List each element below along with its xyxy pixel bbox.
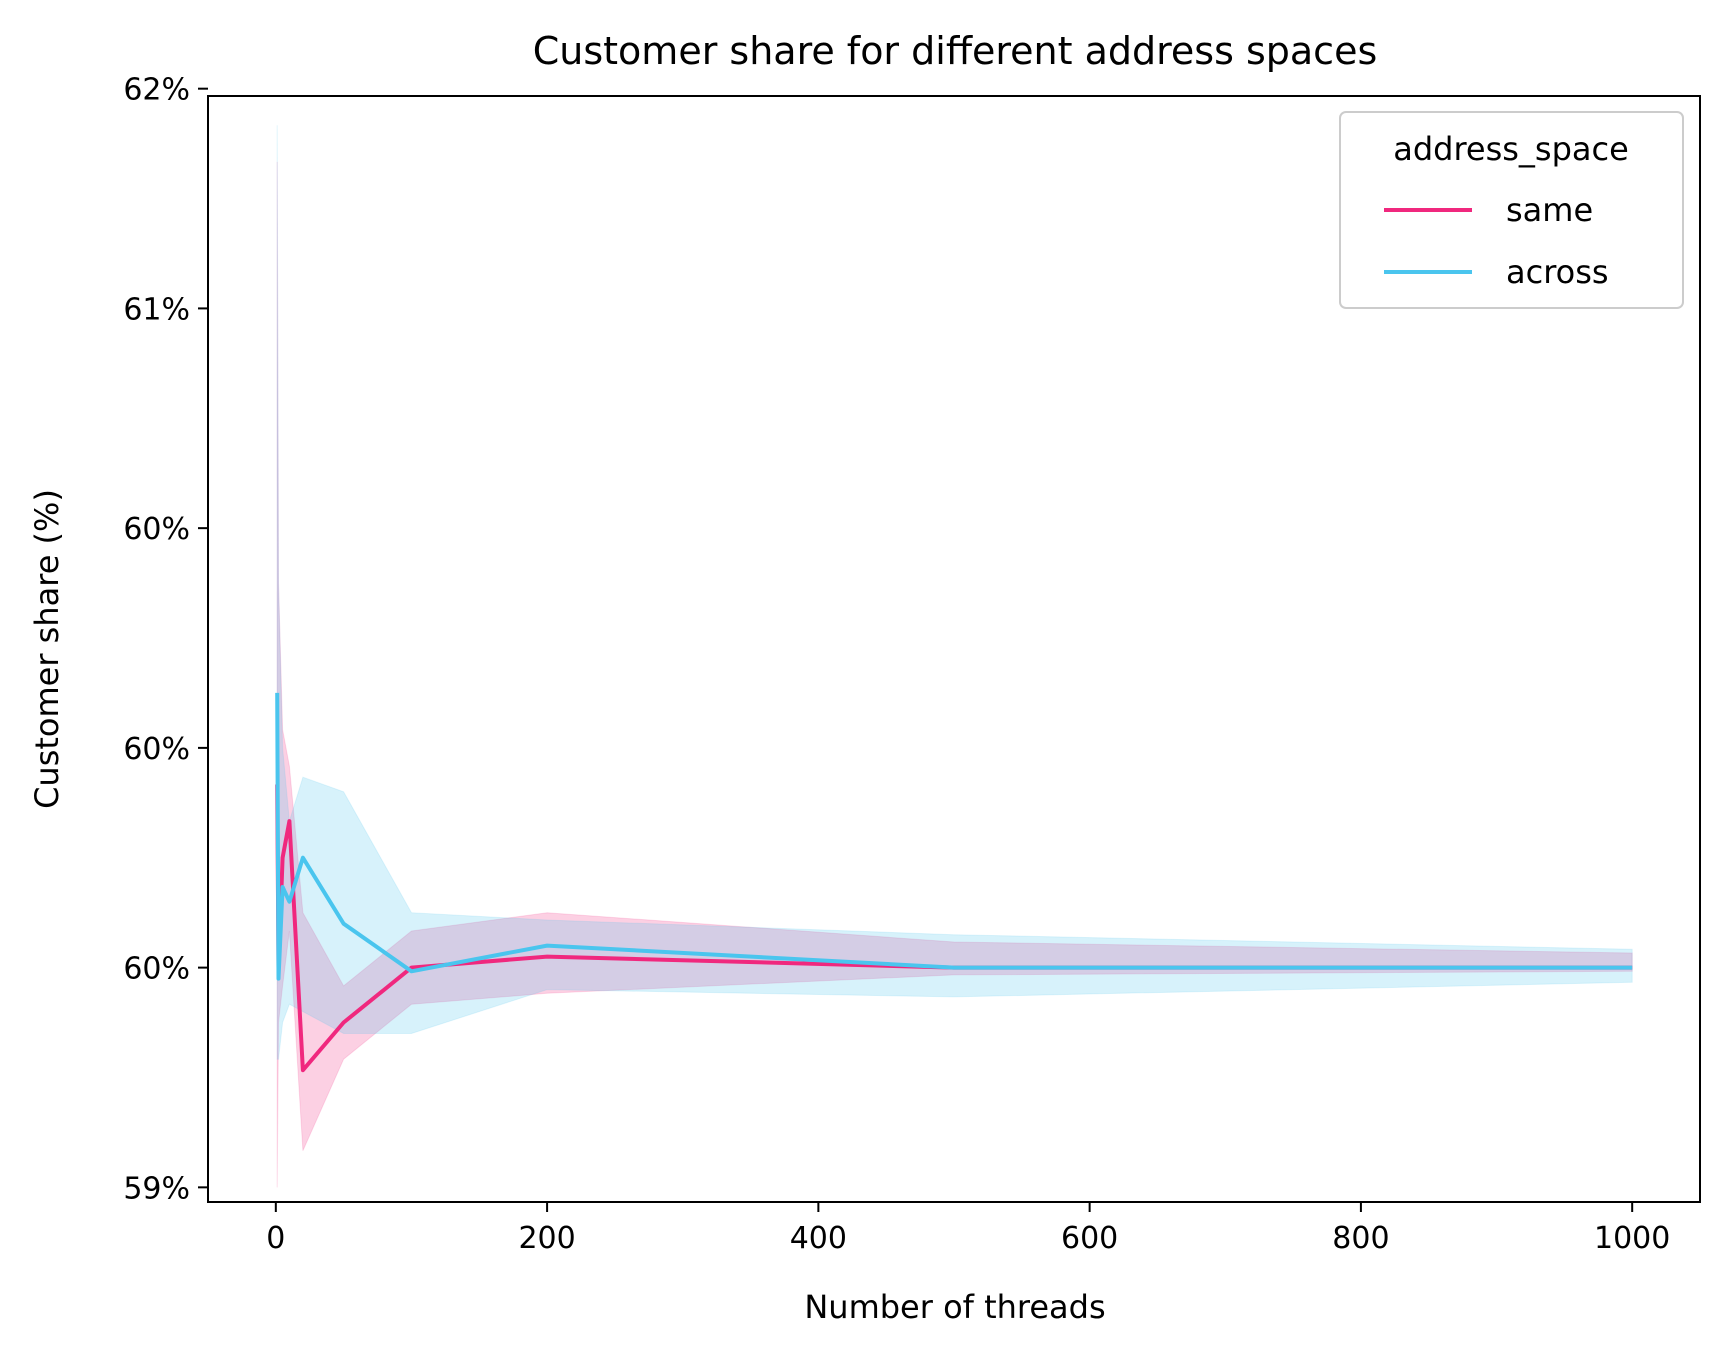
y-axis-title: Customer share (%)	[28, 489, 66, 809]
y-axis-ticks: 59% 60% 60% 60% 61% 62%	[123, 73, 208, 1206]
y-tick-label: 60%	[123, 952, 190, 987]
x-tick-label: 0	[266, 1221, 285, 1256]
series-lines	[275, 691, 1634, 1073]
x-axis-ticks: 0 200 400 600 800 1000	[266, 1202, 1670, 1256]
x-tick-label: 1000	[1594, 1221, 1670, 1256]
data-point-across	[301, 856, 305, 860]
legend-label-same: same	[1506, 191, 1593, 229]
legend-label-across: across	[1506, 253, 1609, 291]
y-tick-label: 62%	[123, 73, 190, 108]
legend-title: address_space	[1393, 130, 1629, 168]
series-line-across	[275, 692, 1633, 981]
data-point-across	[277, 977, 281, 981]
x-tick-label: 400	[790, 1221, 847, 1256]
x-tick-label: 200	[518, 1221, 575, 1256]
plot-frame	[207, 95, 1701, 1203]
data-point-across	[410, 969, 414, 973]
data-point-across	[275, 691, 279, 695]
data-point-across	[342, 922, 346, 926]
x-tick-label: 800	[1332, 1221, 1389, 1256]
legend: address_space same across	[1339, 111, 1684, 309]
legend-box	[1339, 111, 1684, 309]
y-tick-label: 60%	[123, 512, 190, 547]
y-tick-label: 61%	[123, 292, 190, 327]
data-point-across	[545, 944, 549, 948]
data-point-same	[281, 856, 285, 860]
data-point-across	[287, 900, 291, 904]
y-tick-label: 59%	[123, 1171, 190, 1206]
chart-title: Customer share for different address spa…	[533, 29, 1378, 73]
x-axis-title: Number of threads	[804, 1288, 1105, 1326]
data-point-same	[545, 955, 549, 959]
x-tick-label: 600	[1061, 1221, 1118, 1256]
data-point-same	[342, 1021, 346, 1025]
y-tick-label: 60%	[123, 732, 190, 767]
data-point-across	[952, 966, 956, 970]
confidence-band-same	[276, 161, 1633, 1188]
data-point-across	[281, 885, 285, 889]
data-point-same	[301, 1068, 305, 1072]
data-point-same	[287, 819, 291, 823]
data-point-across	[1630, 966, 1634, 970]
